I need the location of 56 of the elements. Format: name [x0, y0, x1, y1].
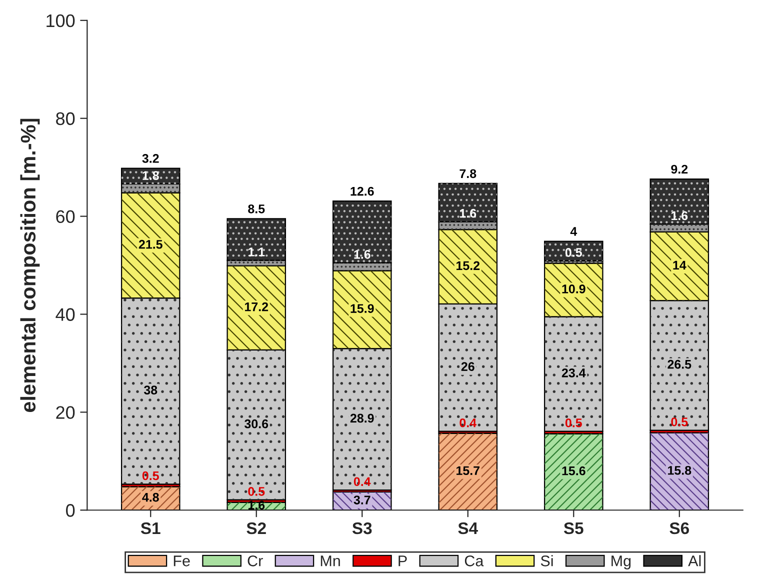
legend-label: Fe: [174, 556, 190, 566]
y-tick-label: 80: [56, 112, 75, 126]
legend-label: Mn: [320, 556, 340, 566]
data-label: 4: [570, 227, 578, 236]
data-label: 1.1: [248, 248, 265, 256]
legend-label: Al: [688, 555, 701, 566]
x-tick-label: S3: [352, 522, 372, 534]
data-label: 0.4: [354, 477, 371, 486]
x-tick-label: S4: [458, 522, 478, 534]
data-label: 30.6: [244, 419, 268, 428]
data-label: 15.9: [350, 304, 374, 313]
data-label: 15.8: [668, 466, 692, 475]
data-label: 10.9: [562, 284, 586, 294]
data-label: 8.5: [248, 204, 265, 214]
x-tick-label: S2: [246, 522, 266, 534]
data-label: 0.5: [565, 418, 582, 428]
legend-label: Mg: [612, 556, 631, 570]
y-tick-label: 20: [56, 406, 75, 419]
data-label: 3.2: [142, 154, 159, 163]
x-tick-label: S5: [564, 522, 584, 534]
data-label: 7.8: [460, 169, 476, 178]
data-label: 1.6: [671, 211, 688, 220]
data-label: 15.7: [456, 466, 480, 476]
data-label: 1.6: [354, 250, 370, 259]
data-label: 1.6: [460, 208, 476, 218]
data-label: 0.4: [460, 418, 477, 428]
data-label: 15.2: [456, 261, 480, 270]
y-tick-label: 60: [56, 210, 75, 224]
data-label: 23.4: [562, 368, 586, 378]
data-label: 1.8: [142, 171, 159, 180]
data-label: 15.6: [562, 466, 586, 476]
data-label: 3.7: [354, 496, 370, 504]
data-label: 0.5: [671, 417, 688, 426]
y-tick-label: 0: [66, 504, 75, 517]
data-label: 38: [144, 386, 158, 394]
data-label: 0.5: [248, 487, 265, 496]
data-label: 26.5: [668, 360, 692, 369]
x-tick-label: S6: [670, 522, 689, 534]
data-label: 0.5: [565, 248, 582, 257]
data-label: 9.2: [671, 164, 688, 174]
data-label: 17.2: [245, 302, 268, 312]
legend-label: Ca: [464, 556, 484, 566]
data-label: 28.9: [350, 414, 374, 423]
data-label: 26: [461, 362, 474, 371]
legend-label: Si: [540, 555, 553, 566]
data-label: 12.6: [350, 186, 374, 196]
legend-label: P: [398, 556, 407, 566]
legend-label: Cr: [248, 556, 263, 566]
x-tick-label: S1: [140, 522, 160, 534]
data-label: 0.5: [142, 471, 159, 480]
data-label: 14: [673, 260, 686, 270]
y-axis-title: elemental composition [m.-%]: [20, 118, 40, 412]
data-label: 21.5: [138, 240, 162, 249]
data-label: 4.8: [142, 492, 159, 502]
y-tick-label: 40: [56, 308, 75, 321]
y-tick-label: 100: [46, 14, 75, 28]
